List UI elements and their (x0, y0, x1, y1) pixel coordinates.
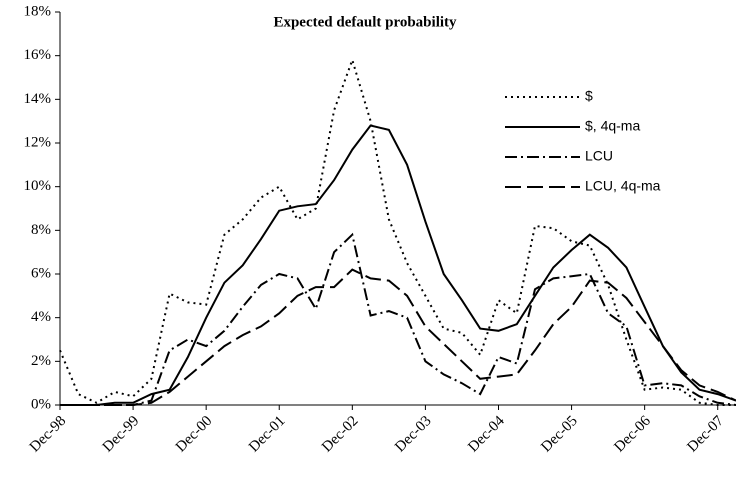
series-line (60, 124, 736, 406)
x-tick-label: Dec-04 (465, 413, 508, 456)
series-line (60, 232, 736, 406)
y-tick-label: 4% (31, 309, 51, 325)
x-tick-label: Dec-07 (684, 413, 727, 456)
y-tick-label: 12% (24, 134, 52, 150)
x-tick-label: Dec-03 (392, 413, 435, 456)
chart-title: Expected default probability (273, 14, 457, 30)
y-tick-label: 14% (24, 91, 52, 107)
y-tick-label: 0% (31, 396, 51, 412)
y-tick-label: 2% (31, 353, 51, 369)
x-tick-label: Dec-99 (100, 413, 143, 456)
y-tick-label: 18% (24, 3, 52, 19)
legend-label: LCU (585, 148, 613, 164)
y-tick-label: 6% (31, 265, 51, 281)
series-line (60, 268, 736, 406)
x-tick-label: Dec-01 (246, 413, 289, 456)
series-line (59, 56, 736, 406)
x-tick-label: Dec-06 (611, 413, 654, 456)
x-tick-label: Dec-98 (27, 413, 70, 456)
x-tick-label: Dec-05 (538, 413, 581, 456)
legend-label: $ (585, 88, 593, 104)
legend-label: $, 4q-ma (585, 118, 640, 134)
y-tick-label: 16% (24, 47, 52, 63)
y-tick-label: 8% (31, 222, 51, 238)
y-tick-label: 10% (24, 178, 52, 194)
x-tick-label: Dec-02 (319, 413, 362, 456)
legend-label: LCU, 4q-ma (585, 178, 661, 194)
x-tick-label: Dec-00 (173, 413, 216, 456)
